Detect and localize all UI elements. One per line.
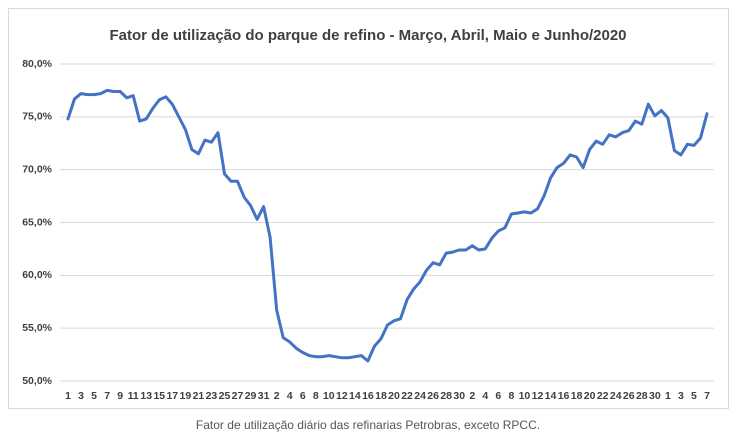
chart-frame [8,8,729,409]
x-tick-label: 17 [166,390,178,402]
x-tick-label: 6 [495,390,501,402]
x-tick-label: 20 [388,390,400,402]
x-tick-label: 13 [140,390,152,402]
x-tick-label: 21 [193,390,205,402]
y-tick-label: 50,0% [22,375,52,387]
x-tick-label: 2 [469,390,475,402]
x-tick-label: 1 [65,390,71,402]
caption: Fator de utilização diário das refinaria… [196,418,540,432]
x-tick-label: 14 [545,390,557,402]
x-tick-label: 8 [313,390,319,402]
y-tick-label: 60,0% [22,269,52,281]
x-tick-label: 15 [153,390,165,402]
x-tick-label: 22 [401,390,413,402]
x-tick-label: 18 [375,390,387,402]
x-tick-label: 28 [440,390,452,402]
x-tick-label: 16 [362,390,374,402]
x-tick-label: 27 [232,390,244,402]
x-tick-label: 10 [323,390,335,402]
x-tick-label: 25 [219,390,231,402]
x-tick-label: 3 [678,390,684,402]
x-tick-label: 5 [91,390,97,402]
x-tick-label: 12 [336,390,348,402]
x-tick-label: 4 [482,390,488,402]
x-tick-label: 7 [704,390,710,402]
x-tick-label: 28 [636,390,648,402]
y-tick-label: 75,0% [22,111,52,123]
x-tick-label: 9 [117,390,123,402]
y-tick-label: 55,0% [22,322,52,334]
x-tick-label: 14 [349,390,361,402]
x-tick-label: 24 [414,390,426,402]
x-tick-label: 30 [453,390,465,402]
x-tick-label: 7 [104,390,110,402]
data-line [66,88,709,363]
x-tick-label: 31 [258,390,270,402]
x-tick-label: 2 [274,390,280,402]
x-tick-label: 12 [532,390,544,402]
x-tick-label: 19 [180,390,192,402]
x-tick-label: 23 [206,390,218,402]
x-tick-label: 30 [649,390,661,402]
x-tick-label: 18 [571,390,583,402]
x-tick-label: 10 [519,390,531,402]
x-tick-label: 24 [610,390,622,402]
x-tick-label: 6 [300,390,306,402]
x-tick-label: 22 [597,390,609,402]
x-tick-label: 8 [508,390,514,402]
y-tick-label: 70,0% [22,163,52,175]
x-tick-label: 26 [427,390,439,402]
x-tick-label: 1 [665,390,671,402]
x-tick-label: 16 [558,390,570,402]
x-tick-label: 3 [78,390,84,402]
x-tick-label: 5 [691,390,697,402]
x-tick-label: 20 [584,390,596,402]
y-tick-label: 80,0% [22,58,52,70]
x-tick-label: 29 [245,390,257,402]
x-tick-label: 11 [128,390,139,402]
y-tick-label: 65,0% [22,216,52,228]
chart-title: Fator de utilização do parque de refino … [109,27,626,44]
x-tick-label: 4 [287,390,293,402]
x-tick-label: 26 [623,390,635,402]
